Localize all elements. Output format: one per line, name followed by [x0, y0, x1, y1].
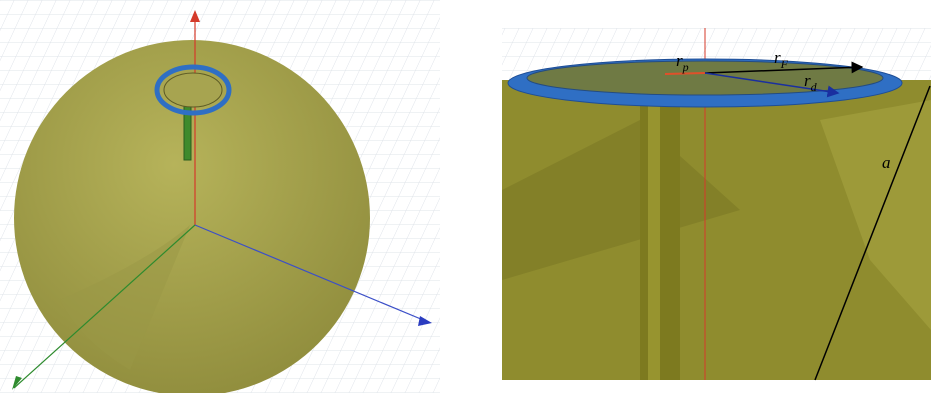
label-r-p: rp — [676, 51, 689, 74]
disk-view — [502, 28, 931, 381]
label-r-f: rF — [774, 48, 789, 71]
sphere-view — [0, 0, 440, 393]
label-r-d: rd — [804, 71, 818, 94]
label-a: a — [882, 153, 891, 172]
